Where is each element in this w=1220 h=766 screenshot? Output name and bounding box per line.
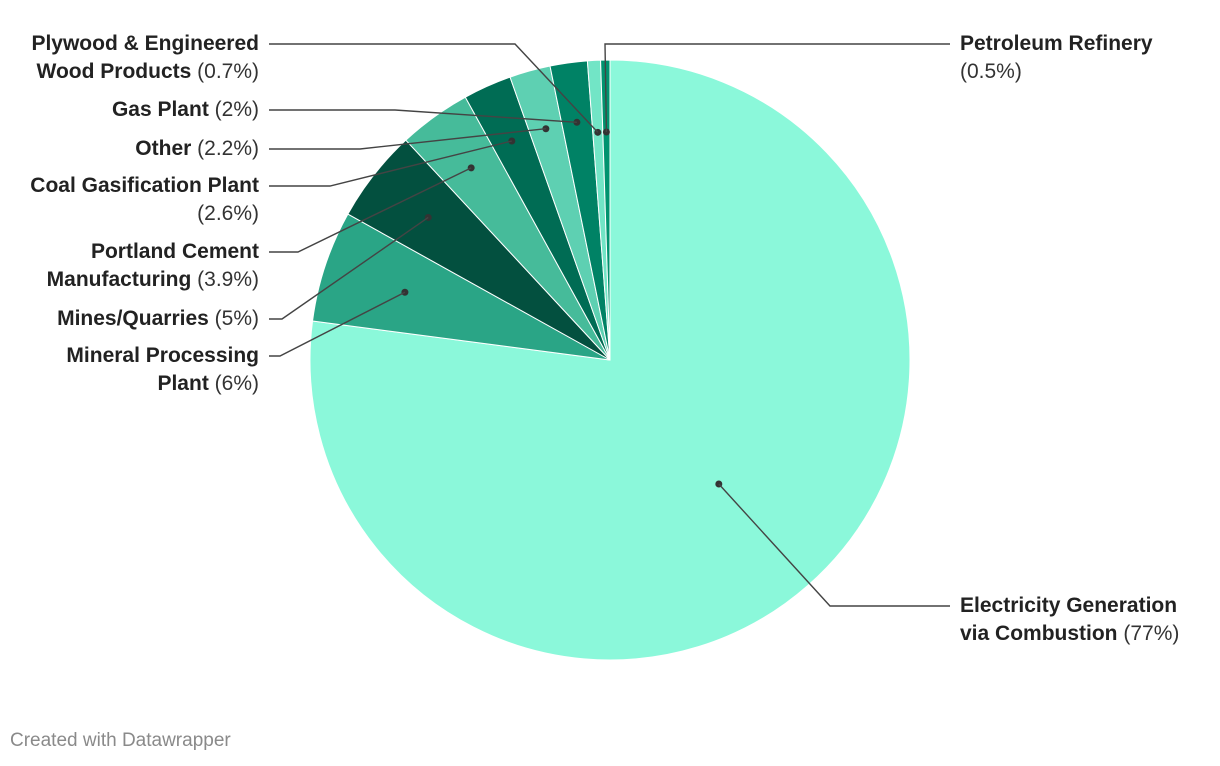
slice-label-mines-quarries-line-1: Mines/Quarries (5%): [57, 307, 259, 330]
slice-label-plywood-engineered-wood-products-line-2: Wood Products (0.7%): [37, 60, 259, 83]
leader-line-petroleum-refinery: [604, 43, 950, 133]
slice-label-plywood-engineered-wood-products-line-1: Plywood & Engineered: [31, 32, 259, 55]
leader-line-other: [269, 128, 546, 150]
leader-line-mineral-processing-plant: [269, 291, 406, 357]
slice-label-electricity-generation-via-combustion-line-1: Electricity Generation: [960, 594, 1177, 617]
leader-line-portland-cement-manufacturing: [269, 167, 472, 253]
leader-lines: [269, 43, 950, 607]
leader-line-gas-plant: [269, 109, 577, 123]
slice-label-portland-cement-manufacturing-line-1: Portland Cement: [91, 240, 259, 263]
slice-label-coal-gasification-plant-line-2: (2.6%): [197, 202, 259, 225]
pie-slices: [309, 59, 911, 661]
slice-label-electricity-generation-via-combustion-line-2: via Combustion (77%): [960, 622, 1179, 645]
leader-line-coal-gasification-plant: [269, 140, 512, 187]
slice-label-mineral-processing-plant-line-2: Plant (6%): [157, 372, 259, 395]
slice-label-mineral-processing-plant-line-1: Mineral Processing: [66, 344, 259, 367]
slice-label-coal-gasification-plant-line-1: Coal Gasification Plant: [30, 174, 259, 197]
leader-line-electricity-generation-via-combustion: [718, 483, 950, 607]
slice-labels: Electricity Generation via Combustion (77…: [30, 32, 1179, 645]
slice-label-petroleum-refinery-line-2: (0.5%): [960, 60, 1022, 83]
slice-label-portland-cement-manufacturing-line-2: Manufacturing (3.9%): [47, 268, 259, 291]
credit-text: Created with Datawrapper: [10, 730, 231, 751]
slice-label-other-line-1: Other (2.2%): [135, 137, 259, 160]
leader-line-plywood-engineered-wood-products: [269, 43, 599, 133]
leader-line-mines-quarries: [269, 216, 429, 320]
slice-label-gas-plant-line-1: Gas Plant (2%): [112, 98, 259, 121]
slice-label-petroleum-refinery-line-1: Petroleum Refinery: [960, 32, 1153, 55]
